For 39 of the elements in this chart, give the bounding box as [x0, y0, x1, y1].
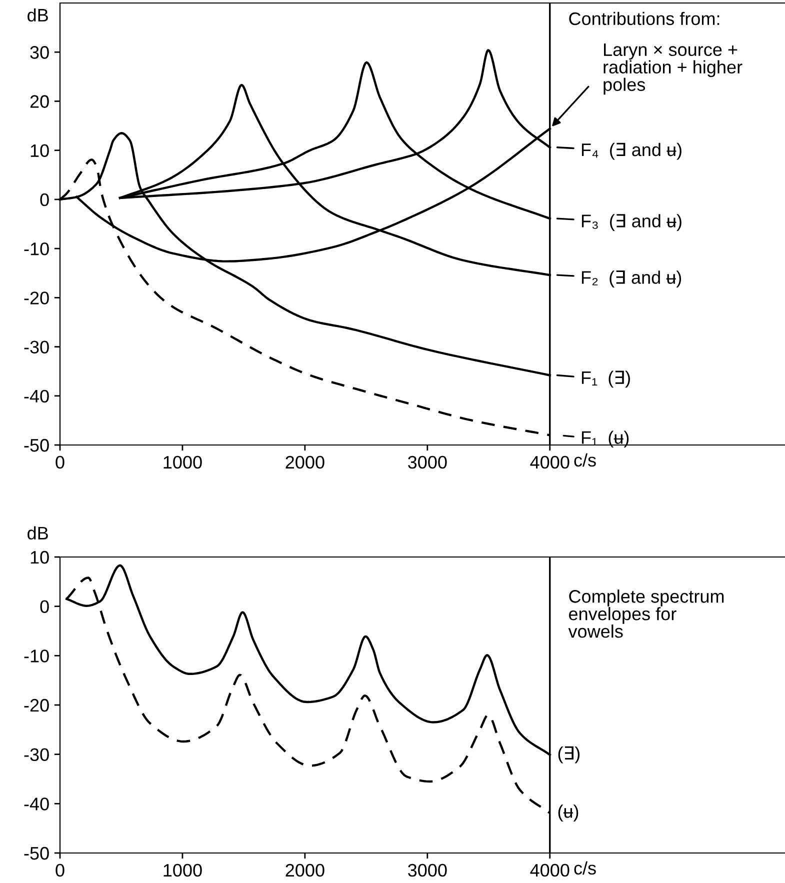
- legend-label: F₃ (∃ and ʉ): [582, 214, 682, 231]
- y-tick-label: -30: [24, 340, 49, 354]
- y-tick-label: -40: [24, 798, 49, 810]
- y-tick-label: 0: [40, 193, 49, 206]
- y-tick-label: -20: [24, 292, 49, 304]
- x-axis-title: c/s: [574, 861, 596, 875]
- x-tick-label: 0: [56, 864, 64, 877]
- x-tick-label: 1000: [164, 864, 202, 877]
- y-tick-label: 10: [30, 144, 49, 158]
- y-tick-label: -50: [24, 846, 49, 860]
- y-tick-label: -40: [24, 390, 49, 403]
- legend-label: F₂ (∃ and ʉ): [582, 270, 682, 288]
- x-tick-label: 0: [56, 456, 64, 469]
- y-tick-label: 0: [40, 600, 49, 614]
- y-tick-label: 10: [30, 550, 49, 564]
- x-tick-label: 3000: [408, 864, 447, 877]
- annotation: Contributions from:: [569, 12, 720, 26]
- y-tick-label: 30: [30, 46, 49, 59]
- series-label: (∃): [558, 746, 580, 764]
- y-tick-label: -10: [24, 650, 49, 662]
- x-tick-label: 4000: [530, 456, 570, 469]
- y-axis-title: dB: [28, 526, 48, 540]
- x-tick-label: 1000: [164, 456, 202, 469]
- legend-label: F₁ (∃): [582, 370, 630, 388]
- x-tick-label: 3000: [408, 456, 447, 469]
- y-tick-label: -20: [24, 698, 49, 712]
- x-tick-label: 2000: [286, 456, 324, 469]
- x-tick-label: 4000: [530, 864, 570, 877]
- y-axis-title: dB: [28, 8, 48, 22]
- series-label: (ʉ): [558, 804, 578, 822]
- y-tick-label: -10: [24, 242, 49, 256]
- annotation: Complete spectrum envelopes for vowels: [568, 590, 724, 638]
- x-tick-label: 2000: [286, 864, 324, 877]
- y-tick-label: -30: [24, 748, 49, 762]
- legend-label: F₄ (∃ and ʉ): [582, 142, 682, 160]
- annotation: Laryn × source + radiation + higher poles: [604, 43, 742, 95]
- y-tick-label: 20: [30, 95, 49, 108]
- y-tick-label: -50: [24, 438, 49, 452]
- x-axis-title: c/s: [574, 453, 596, 467]
